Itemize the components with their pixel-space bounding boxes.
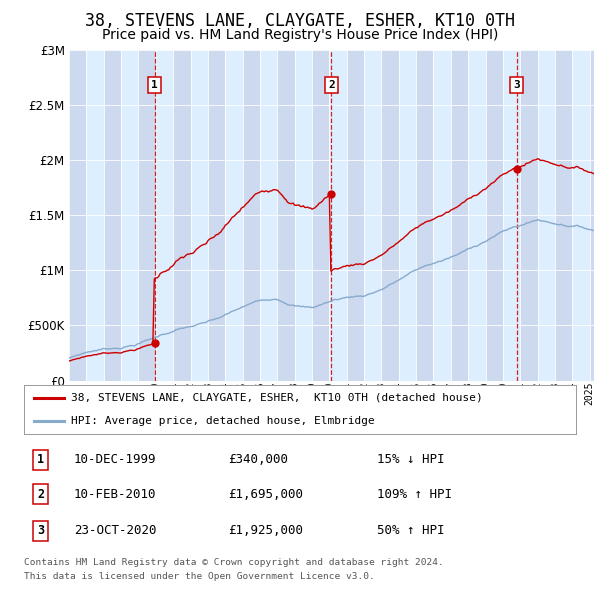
Bar <box>329 50 347 381</box>
Text: £340,000: £340,000 <box>228 453 288 466</box>
Bar <box>121 50 139 381</box>
Bar <box>451 50 468 381</box>
Bar <box>295 50 312 381</box>
Bar <box>468 50 485 381</box>
Bar <box>590 50 594 381</box>
Text: £1,695,000: £1,695,000 <box>228 487 303 501</box>
Bar <box>104 50 121 381</box>
Bar <box>69 50 86 381</box>
Text: 1: 1 <box>37 453 44 466</box>
Text: Price paid vs. HM Land Registry's House Price Index (HPI): Price paid vs. HM Land Registry's House … <box>102 28 498 42</box>
Text: 109% ↑ HPI: 109% ↑ HPI <box>377 487 452 501</box>
Bar <box>555 50 572 381</box>
Text: 3: 3 <box>37 525 44 537</box>
Bar <box>208 50 225 381</box>
Bar <box>260 50 277 381</box>
Bar <box>347 50 364 381</box>
Bar <box>485 50 503 381</box>
Bar <box>242 50 260 381</box>
Bar <box>277 50 295 381</box>
Text: 23-OCT-2020: 23-OCT-2020 <box>74 525 156 537</box>
Bar <box>364 50 382 381</box>
Text: 1: 1 <box>151 80 158 90</box>
Text: 10-DEC-1999: 10-DEC-1999 <box>74 453 156 466</box>
Text: 15% ↓ HPI: 15% ↓ HPI <box>377 453 445 466</box>
Bar <box>399 50 416 381</box>
Text: Contains HM Land Registry data © Crown copyright and database right 2024.: Contains HM Land Registry data © Crown c… <box>24 558 444 566</box>
Text: 2: 2 <box>328 80 335 90</box>
Bar <box>191 50 208 381</box>
Text: 50% ↑ HPI: 50% ↑ HPI <box>377 525 445 537</box>
Bar <box>416 50 433 381</box>
Text: 38, STEVENS LANE, CLAYGATE, ESHER,  KT10 0TH (detached house): 38, STEVENS LANE, CLAYGATE, ESHER, KT10 … <box>71 393 482 403</box>
Bar <box>156 50 173 381</box>
Bar <box>312 50 329 381</box>
Text: 38, STEVENS LANE, CLAYGATE, ESHER, KT10 0TH: 38, STEVENS LANE, CLAYGATE, ESHER, KT10 … <box>85 12 515 30</box>
Bar <box>225 50 242 381</box>
Bar <box>382 50 399 381</box>
Text: 3: 3 <box>514 80 520 90</box>
Bar <box>173 50 191 381</box>
Text: £1,925,000: £1,925,000 <box>228 525 303 537</box>
Bar <box>139 50 156 381</box>
Bar <box>86 50 104 381</box>
Bar <box>520 50 538 381</box>
Text: HPI: Average price, detached house, Elmbridge: HPI: Average price, detached house, Elmb… <box>71 416 374 426</box>
Text: 10-FEB-2010: 10-FEB-2010 <box>74 487 156 501</box>
Text: 2: 2 <box>37 487 44 501</box>
Bar <box>572 50 590 381</box>
Text: This data is licensed under the Open Government Licence v3.0.: This data is licensed under the Open Gov… <box>24 572 375 581</box>
Bar <box>433 50 451 381</box>
Bar <box>538 50 555 381</box>
Bar <box>503 50 520 381</box>
